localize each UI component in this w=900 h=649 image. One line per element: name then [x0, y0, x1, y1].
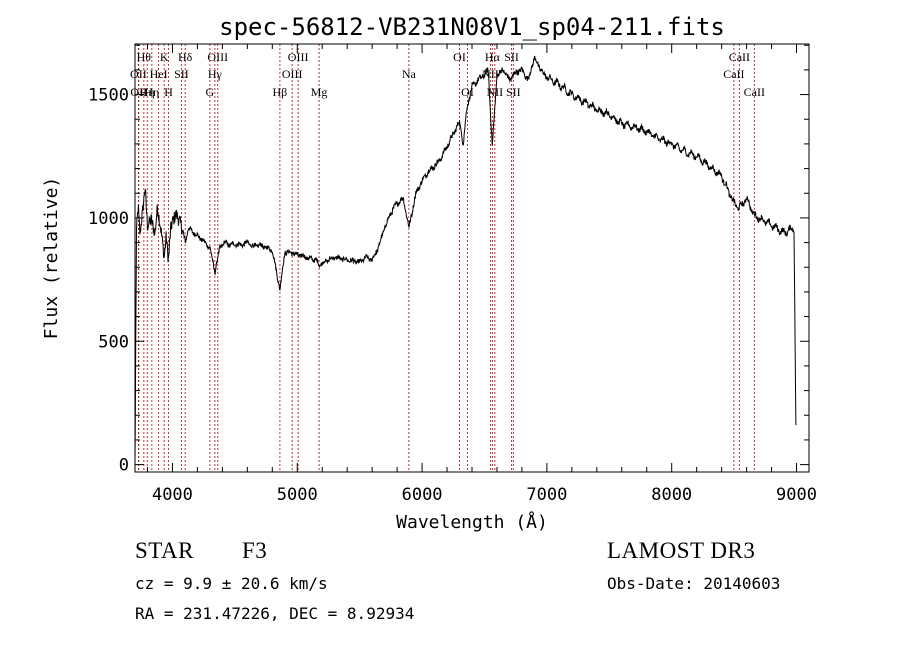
line-label: CaII	[729, 50, 750, 64]
x-tick-label: 7000	[526, 485, 567, 505]
line-label: Hβ	[273, 85, 288, 99]
line-label: SII	[504, 50, 519, 64]
spectral-line-labels: OIIOIIHθHηHηHeIKHSIIHδGHγOIIIHβOIIIOIIIM…	[130, 50, 765, 99]
line-label: NII	[487, 85, 504, 99]
object-class: STAR	[135, 538, 194, 563]
line-label: SII	[506, 85, 521, 99]
flux-series-line	[134, 55, 797, 465]
x-tick-label: 6000	[402, 485, 443, 505]
line-label: CaII	[744, 85, 765, 99]
x-tick-label: 4000	[152, 485, 193, 505]
x-tick-label: 9000	[776, 485, 817, 505]
line-label: Hγ	[208, 67, 223, 81]
x-tick-label: 8000	[651, 485, 692, 505]
line-label: G	[206, 85, 215, 99]
observation-date: Obs-Date: 20140603	[607, 574, 781, 593]
line-label: Mg	[311, 85, 328, 99]
line-label: OIII	[207, 50, 228, 64]
line-label: Hδ	[178, 50, 193, 64]
line-label: Hη	[144, 85, 159, 99]
line-label: OII	[130, 67, 147, 81]
x-axis-ticks: 4000 5000 6000 7000 8000 9000	[146, 44, 817, 505]
y-tick-label: 500	[98, 332, 129, 352]
y-tick-label: 1500	[88, 86, 129, 106]
line-label: OIII	[288, 50, 309, 64]
line-label: CaII	[723, 67, 744, 81]
y-tick-label: 0	[119, 456, 129, 476]
survey-name: LAMOST DR3	[607, 538, 756, 563]
line-label: Hα	[485, 50, 501, 64]
line-label: K	[160, 50, 169, 64]
plot-frame	[134, 43, 810, 473]
chart-title: spec-56812-VB231N08V1_sp04-211.fits	[219, 13, 725, 41]
y-tick-label: 1000	[88, 209, 129, 229]
object-subclass: F3	[242, 538, 268, 563]
y-axis-label: Flux (relative)	[41, 177, 62, 340]
line-label: Hη	[140, 85, 155, 99]
line-label: OIII	[282, 67, 303, 81]
line-label: Hθ	[137, 50, 152, 64]
x-tick-label: 5000	[277, 485, 318, 505]
line-label: OI	[453, 50, 466, 64]
line-label: SII	[174, 67, 189, 81]
line-label: HeI	[150, 67, 168, 81]
line-label: Na	[402, 67, 417, 81]
y-axis-ticks: 0 500 1000 1500	[88, 44, 809, 476]
spectral-line-markers	[137, 44, 755, 472]
redshift-cz: cz = 9.9 ± 20.6 km/s	[135, 574, 328, 593]
x-axis-label: Wavelength (Å)	[396, 511, 548, 533]
coordinates: RA = 231.47226, DEC = 8.92934	[135, 604, 415, 623]
line-label: H	[164, 85, 173, 99]
